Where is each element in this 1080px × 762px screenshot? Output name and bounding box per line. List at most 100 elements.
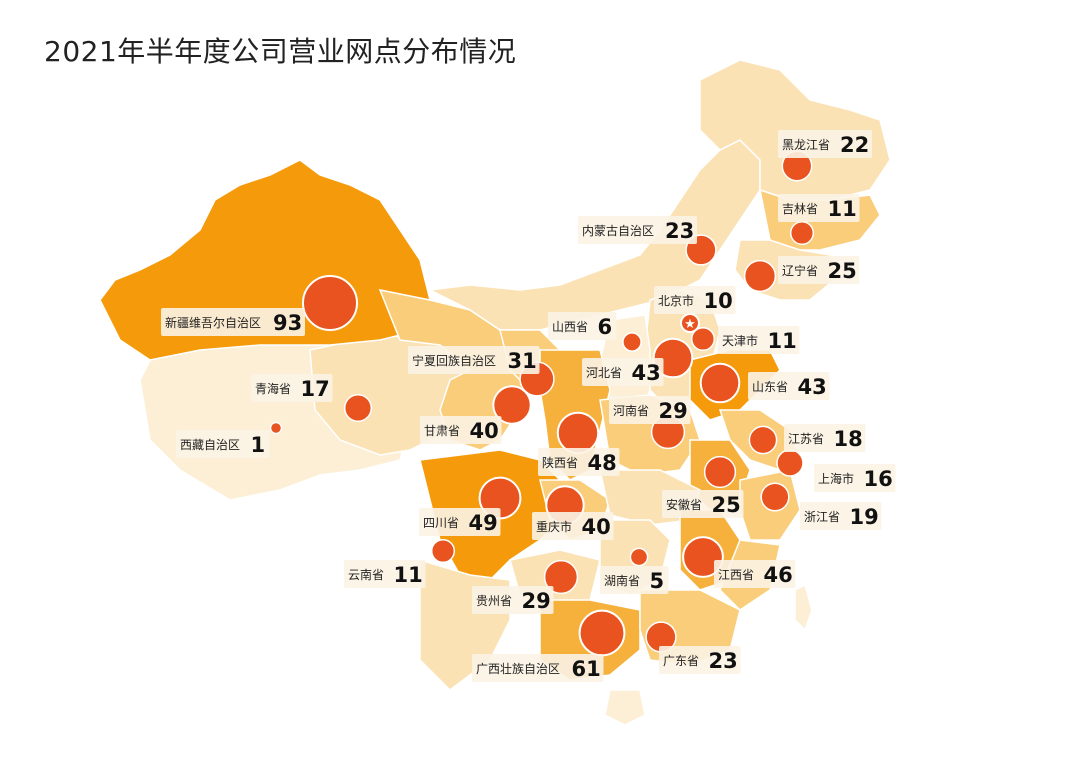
label-box-region-26 (659, 646, 741, 674)
label-box-region-10 (748, 372, 830, 400)
label-box-region-21 (532, 512, 614, 540)
label-count-region-16: 48 (588, 451, 617, 475)
label-count-region-8: 31 (508, 349, 537, 373)
label-region-6: 山西省 6 (548, 312, 617, 340)
label-box-region-6 (548, 312, 617, 340)
label-count-region-17: 16 (864, 467, 893, 491)
label-name-region-19: 浙江省 (804, 510, 840, 524)
label-count-region-12: 29 (659, 399, 688, 423)
label-count-region-23: 46 (764, 563, 793, 587)
label-box-region-9 (582, 358, 664, 386)
label-box-region-23 (714, 560, 796, 588)
label-box-region-19 (800, 502, 882, 530)
province-labels: 黑龙江省 22 吉林省 11 内蒙古自治区 23 辽宁省 25 北京市 10 新疆维吾尔自治区 93 山… (161, 130, 896, 682)
label-name-region-20: 四川省 (423, 516, 459, 530)
label-region-17: 上海市 16 (814, 464, 896, 492)
label-region-22: 云南省 11 (344, 560, 426, 588)
label-box-region-20 (419, 508, 501, 536)
label-name-region-13: 甘肃省 (424, 424, 460, 438)
marker-region-16 (556, 411, 600, 455)
label-box-region-14 (176, 430, 270, 458)
label-name-region-4: 北京市 (658, 293, 694, 308)
label-box-region-27 (472, 654, 604, 682)
label-name-region-12: 河南省 (613, 403, 649, 418)
label-box-region-4 (654, 286, 736, 314)
marker-region-3 (743, 259, 777, 293)
label-box-region-11 (251, 374, 333, 402)
label-name-region-21: 重庆市 (536, 519, 572, 534)
label-region-23: 江西省 46 (714, 560, 796, 588)
label-name-region-22: 云南省 (348, 567, 384, 582)
marker-region-19 (760, 482, 790, 512)
label-count-region-6: 6 (598, 315, 613, 339)
label-name-region-25: 贵州省 (476, 594, 512, 608)
label-box-region-17 (814, 464, 896, 492)
label-name-region-3: 辽宁省 (782, 263, 818, 278)
marker-region-10 (699, 362, 741, 404)
label-region-11: 青海省 17 (251, 374, 333, 402)
label-count-region-15: 18 (834, 427, 863, 451)
label-name-region-6: 山西省 (552, 320, 588, 334)
label-count-region-5: 93 (273, 311, 302, 335)
marker-region-18 (703, 455, 737, 489)
label-count-region-4: 10 (704, 289, 733, 313)
label-box-region-15 (784, 424, 866, 452)
marker-region-7 (690, 326, 716, 352)
label-name-region-14: 西藏自治区 (180, 438, 240, 452)
label-region-27: 广西壮族自治区 61 (472, 654, 604, 682)
label-region-19: 浙江省 19 (800, 502, 882, 530)
label-box-region-3 (778, 256, 860, 284)
map-title: 2021年半年度公司营业网点分布情况 (44, 35, 517, 68)
marker-region-25 (543, 559, 579, 595)
label-box-region-24 (600, 566, 669, 594)
marker-region-11 (343, 393, 373, 423)
label-count-region-13: 40 (470, 419, 499, 443)
marker-region-15 (748, 425, 778, 455)
label-region-15: 江苏省 18 (784, 424, 866, 452)
label-region-13: 甘肃省 40 (420, 416, 502, 444)
label-box-region-1 (778, 194, 860, 222)
star-icon: ★ (684, 317, 696, 332)
marker-region-14 (269, 421, 283, 435)
label-count-region-24: 5 (650, 569, 665, 593)
label-name-region-17: 上海市 (818, 471, 854, 486)
label-region-25: 贵州省 29 (472, 586, 554, 614)
label-region-14: 西藏自治区 1 (176, 430, 270, 458)
label-count-region-0: 22 (840, 133, 869, 157)
label-box-region-0 (778, 130, 872, 158)
label-region-3: 辽宁省 25 (778, 256, 860, 284)
label-name-region-5: 新疆维吾尔自治区 (165, 315, 261, 330)
label-name-region-2: 内蒙古自治区 (582, 223, 654, 238)
marker-region-23 (682, 536, 724, 578)
label-region-1: 吉林省 11 (778, 194, 860, 222)
label-name-region-0: 黑龙江省 (782, 138, 830, 152)
marker-region-1 (789, 220, 815, 246)
label-name-region-7: 天津市 (722, 333, 758, 348)
label-name-region-27: 广西壮族自治区 (476, 662, 560, 676)
label-region-0: 黑龙江省 22 (778, 130, 872, 158)
label-name-region-24: 湖南省 (604, 573, 640, 588)
label-box-region-13 (420, 416, 502, 444)
label-box-region-8 (408, 346, 540, 374)
label-box-region-18 (662, 490, 744, 518)
label-count-region-25: 29 (522, 589, 551, 613)
label-count-region-22: 11 (394, 563, 423, 587)
label-name-region-15: 江苏省 (788, 432, 824, 446)
label-region-9: 河北省 43 (582, 358, 664, 386)
capital-marker: ★ (680, 313, 700, 333)
label-region-16: 陕西省 48 (538, 448, 620, 476)
label-count-region-1: 11 (828, 197, 857, 221)
label-count-region-7: 11 (768, 329, 797, 353)
label-count-region-3: 25 (828, 259, 857, 283)
label-name-region-8: 宁夏回族自治区 (412, 353, 496, 368)
label-box-region-16 (538, 448, 620, 476)
label-name-region-10: 山东省 (752, 380, 788, 394)
marker-region-17 (776, 449, 804, 477)
marker-region-24 (629, 547, 649, 567)
label-region-24: 湖南省 5 (600, 566, 669, 594)
label-name-region-18: 安徽省 (666, 497, 702, 512)
label-count-region-18: 25 (712, 493, 741, 517)
label-region-2: 内蒙古自治区 23 (578, 216, 697, 244)
marker-region-22 (430, 538, 456, 564)
province-shape-hainan (604, 689, 646, 726)
